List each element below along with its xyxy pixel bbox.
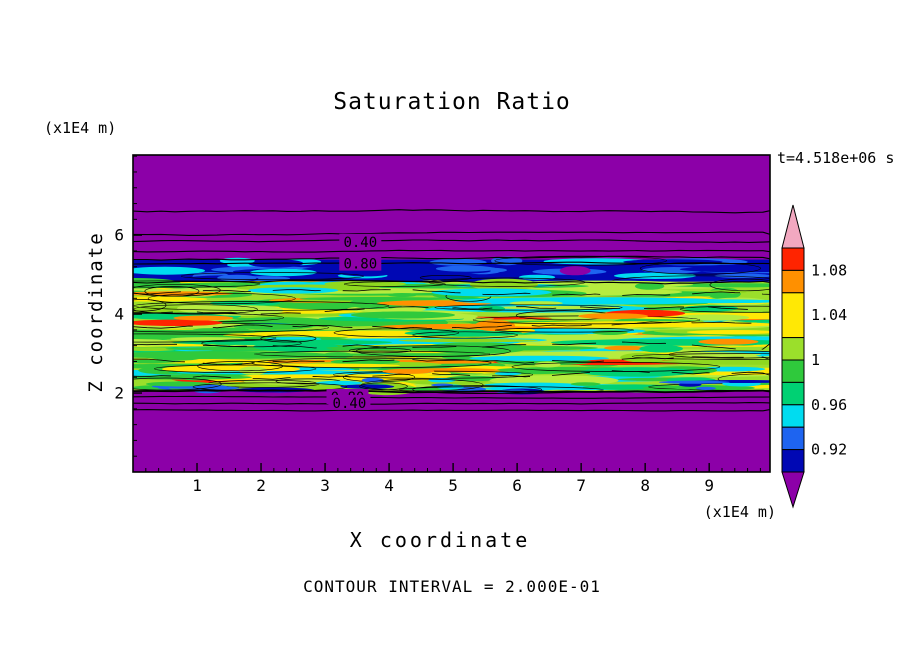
timestamp-label: t=4.518e+06 s xyxy=(777,149,895,167)
svg-text:1.04: 1.04 xyxy=(811,306,847,324)
svg-text:2: 2 xyxy=(256,476,266,495)
svg-text:0.80: 0.80 xyxy=(343,257,377,273)
x-axis-title: X coordinate xyxy=(349,528,531,552)
colorbar: 1.08 1.04 1 0.96 0.92 xyxy=(781,204,847,509)
svg-text:5: 5 xyxy=(448,476,458,495)
x-axis-unit-label: (x1E4 m) xyxy=(703,503,776,521)
svg-text:9: 9 xyxy=(704,476,714,495)
y-axis-unit-label: (x1E4 m) xyxy=(44,119,117,137)
chart-title: Saturation Ratio xyxy=(333,89,571,115)
svg-text:6: 6 xyxy=(114,226,124,245)
svg-text:6: 6 xyxy=(512,476,522,495)
svg-text:0.40: 0.40 xyxy=(343,235,377,251)
svg-text:2: 2 xyxy=(114,384,124,403)
plot-area: 0.400.800.800.40 xyxy=(133,155,770,472)
svg-text:3: 3 xyxy=(320,476,330,495)
svg-text:0.92: 0.92 xyxy=(811,441,847,459)
svg-text:4: 4 xyxy=(114,305,124,324)
axes: 1 2 3 4 5 6 7 8 9 2 4 6 xyxy=(114,154,771,495)
svg-text:1: 1 xyxy=(192,476,202,495)
contour-interval-label: CONTOUR INTERVAL = 2.000E-01 xyxy=(303,577,601,596)
svg-text:4: 4 xyxy=(384,476,394,495)
svg-text:0.40: 0.40 xyxy=(333,396,367,412)
svg-text:8: 8 xyxy=(640,476,650,495)
svg-text:0.96: 0.96 xyxy=(811,396,847,414)
svg-text:7: 7 xyxy=(576,476,586,495)
svg-text:1.08: 1.08 xyxy=(811,261,847,279)
svg-text:1: 1 xyxy=(811,351,820,369)
